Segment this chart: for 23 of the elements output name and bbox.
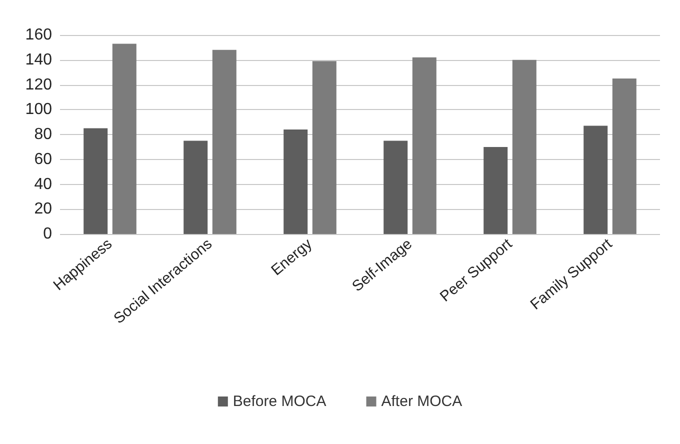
bar <box>484 146 508 234</box>
bar <box>112 44 136 234</box>
y-tick-label: 120 <box>25 76 52 94</box>
bar <box>212 50 236 234</box>
bar <box>312 61 336 234</box>
bar <box>384 140 408 234</box>
y-tick-label: 60 <box>34 150 52 168</box>
bar <box>84 128 108 234</box>
bar <box>412 57 436 234</box>
y-tick-label: 140 <box>25 51 52 68</box>
y-tick-label: 160 <box>25 26 52 44</box>
bar <box>584 126 608 234</box>
legend-label: Before MOCA <box>232 393 326 410</box>
bar <box>284 130 308 234</box>
bar <box>612 78 636 234</box>
y-tick-label: 20 <box>34 200 52 218</box>
y-tick-label: 0 <box>43 226 52 242</box>
y-tick-label: 100 <box>25 101 52 118</box>
y-tick-label: 40 <box>34 176 52 193</box>
y-tick-label: 80 <box>34 126 52 143</box>
bar <box>184 140 208 234</box>
legend-label: After MOCA <box>381 393 462 410</box>
bar <box>512 60 536 234</box>
